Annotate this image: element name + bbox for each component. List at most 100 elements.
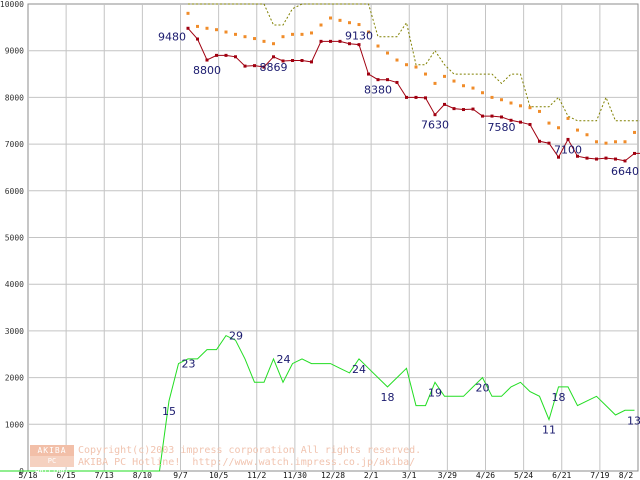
data-label: 24 <box>277 353 291 366</box>
series-point-price_min <box>395 80 399 84</box>
series-point-price_avg <box>585 133 589 137</box>
series-point-price_avg <box>357 23 361 27</box>
data-label: 15 <box>162 405 176 418</box>
series-point-price_min <box>348 42 351 46</box>
akiba-logo: AKIBA PC Hotline! <box>30 445 74 476</box>
series-point-price_min <box>471 107 475 111</box>
data-label: 8869 <box>260 61 288 74</box>
series-point-price_min <box>633 151 636 155</box>
series-point-price_avg <box>291 32 294 36</box>
series-point-price_min <box>614 157 617 161</box>
series-point-price_avg <box>576 128 579 132</box>
series-point-price_avg <box>234 32 237 36</box>
data-label: 18 <box>552 391 566 404</box>
copyright-line: Copyright(c)2003 impress corporation All… <box>78 445 422 456</box>
series-point-price_avg <box>595 140 598 144</box>
series-point-price_min <box>424 96 427 100</box>
series-point-price_min <box>196 37 199 41</box>
series-point-price_min <box>604 156 608 160</box>
series-point-price_min <box>215 53 218 57</box>
series-point-price_min <box>585 156 589 160</box>
y-tick-label: 1000 <box>5 420 24 429</box>
data-label: 29 <box>229 330 243 343</box>
series-point-price_avg <box>196 24 199 28</box>
series-point-price_min <box>338 39 342 43</box>
x-tick-label: 7/19 <box>590 471 609 480</box>
series-point-price_avg <box>300 32 304 36</box>
series-point-price_avg <box>519 104 522 108</box>
x-tick-label: 3/29 <box>438 471 457 480</box>
x-tick-label: 6/15 <box>56 471 75 480</box>
series-point-price_min <box>490 114 494 118</box>
x-tick-label: 12/28 <box>321 471 345 480</box>
x-tick-label: 11/30 <box>283 471 307 480</box>
series-line-price_max <box>188 3 640 122</box>
x-tick-label: 8/10 <box>133 471 152 480</box>
akiba-logo-bottom: PC Hotline! <box>30 456 74 476</box>
series-point-price_avg <box>348 21 351 25</box>
series-point-price_min <box>310 60 313 64</box>
series-point-price_avg <box>424 72 427 76</box>
series-point-price_avg <box>443 74 446 78</box>
series-point-price_min <box>452 107 456 111</box>
y-tick-label: 7000 <box>5 140 24 149</box>
series-point-price_avg <box>566 116 570 120</box>
series-point-price_min <box>414 95 418 99</box>
series-point-price_min <box>186 26 190 30</box>
data-label: 9480 <box>158 30 186 43</box>
data-label: 11 <box>542 424 556 437</box>
series-point-price_avg <box>433 81 437 85</box>
data-label: 18 <box>381 391 395 404</box>
akiba-logo-top: AKIBA <box>30 445 74 456</box>
series-point-price_min <box>481 114 484 118</box>
x-tick-label: 4/26 <box>476 471 495 480</box>
series-point-price_min <box>367 72 370 76</box>
data-label: 7580 <box>488 121 516 134</box>
series-point-price_avg <box>405 63 408 67</box>
series-point-price_avg <box>500 98 503 102</box>
series-point-price_avg <box>614 140 617 144</box>
x-tick-label: 10/5 <box>209 471 228 480</box>
y-tick-label: 9000 <box>5 47 24 56</box>
series-point-price_avg <box>528 106 532 110</box>
series-point-price_avg <box>481 91 484 95</box>
series-point-price_avg <box>215 28 218 32</box>
series-point-price_avg <box>547 121 551 125</box>
x-tick-label: 5/18 <box>18 471 37 480</box>
series-point-price_avg <box>329 16 332 20</box>
series-point-price_avg <box>633 130 636 134</box>
series-point-price_avg <box>462 84 465 88</box>
series-point-price_min <box>405 95 408 99</box>
series-point-price_min <box>623 159 627 163</box>
series-point-price_avg <box>509 101 513 105</box>
series-point-price_min <box>547 141 551 145</box>
series-point-price_avg <box>604 141 608 145</box>
series-point-price_min <box>433 113 437 117</box>
series-point-price_avg <box>253 37 256 41</box>
data-label: 20 <box>476 382 490 395</box>
series-point-price_min <box>319 39 323 43</box>
series-point-price_min <box>291 59 294 63</box>
series-point-price_avg <box>338 18 342 22</box>
series-point-price_min <box>386 78 389 82</box>
data-label: 8800 <box>193 64 221 77</box>
y-tick-label: 8000 <box>5 93 24 102</box>
data-label: 23 <box>182 358 196 371</box>
series-point-price_avg <box>538 109 541 113</box>
series-point-price_min <box>281 59 285 63</box>
series-point-price_avg <box>557 126 560 130</box>
series-line-shops <box>0 334 635 472</box>
y-tick-label: 4000 <box>5 280 24 289</box>
x-tick-label: 11/2 <box>247 471 266 480</box>
series-point-price_min <box>224 53 228 57</box>
series-point-price_min <box>528 122 532 126</box>
data-label: 19 <box>428 386 442 399</box>
series-point-price_min <box>262 65 266 69</box>
series-point-price_avg <box>224 30 228 34</box>
x-tick-label: 9/7 <box>173 471 188 480</box>
series-point-price_avg <box>376 44 380 48</box>
x-tick-label: 3/1 <box>402 471 417 480</box>
series-point-price_min <box>462 108 465 112</box>
series-point-price_min <box>519 120 522 124</box>
